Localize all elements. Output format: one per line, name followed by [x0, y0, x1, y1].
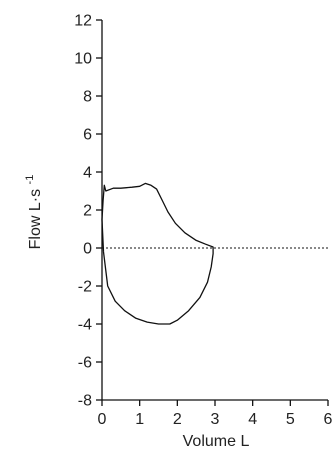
y-tick-label: 0: [83, 241, 92, 258]
y-tick-label: -8: [78, 393, 92, 410]
y-tick-label: 10: [74, 51, 92, 68]
x-tick-label: 6: [324, 411, 333, 428]
y-tick-label: 2: [83, 203, 92, 220]
y-axis-title: Flow L·s -1: [24, 175, 44, 250]
y-tick-label: -6: [78, 355, 92, 372]
x-tick-label: 3: [211, 411, 220, 428]
flow-volume-loop: [101, 182, 214, 325]
y-tick-label: 12: [74, 13, 92, 30]
y-tick-label: -4: [78, 317, 92, 334]
y-tick-label: 4: [83, 165, 92, 182]
y-axis-title-main: Flow L·s: [27, 189, 44, 249]
x-tick-label: 2: [173, 411, 182, 428]
x-tick-label: 5: [286, 411, 295, 428]
y-tick-label: 6: [83, 127, 92, 144]
y-tick-label: 8: [83, 89, 92, 106]
x-tick-label: 4: [248, 411, 257, 428]
x-axis-title: Volume L: [183, 433, 250, 450]
x-tick-label: 0: [98, 411, 107, 428]
y-tick-label: -2: [78, 279, 92, 296]
x-tick-label: 1: [135, 411, 144, 428]
y-axis-title-superscript: -1: [24, 175, 36, 185]
